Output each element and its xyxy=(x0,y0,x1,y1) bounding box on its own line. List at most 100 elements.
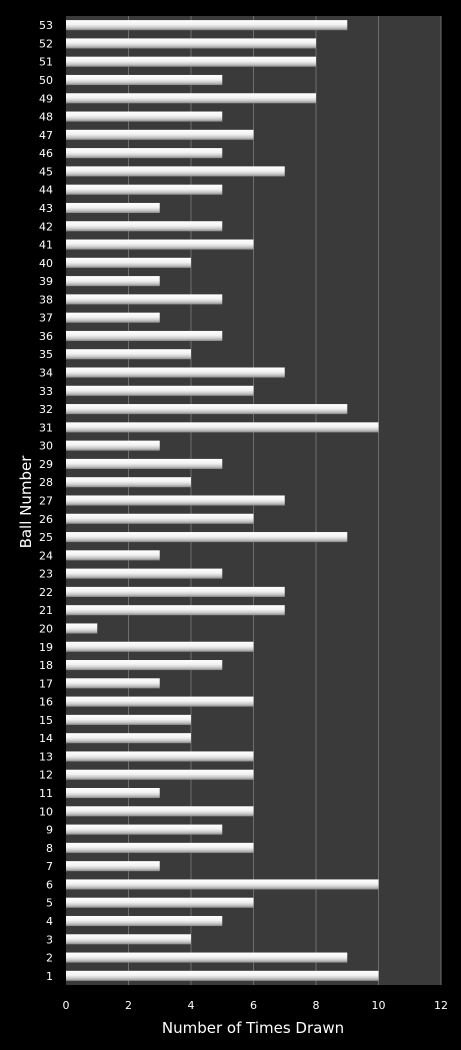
y-tick-label: 4 xyxy=(46,915,53,928)
x-axis-title: Number of Times Drawn xyxy=(162,1019,344,1037)
bar-ball-30 xyxy=(66,440,160,451)
y-tick-label: 27 xyxy=(39,495,53,508)
y-tick-label: 40 xyxy=(39,257,53,270)
y-tick-label: 16 xyxy=(39,696,53,709)
bar-ball-27 xyxy=(66,495,285,506)
y-tick-label: 42 xyxy=(39,220,53,233)
y-tick-label: 19 xyxy=(39,641,53,654)
y-axis-ticks: 1234567891011121314151617181920212223242… xyxy=(39,19,53,983)
x-tick-label: 12 xyxy=(434,999,448,1012)
bar-ball-46 xyxy=(66,148,223,159)
bar-ball-6 xyxy=(66,879,379,890)
y-tick-label: 12 xyxy=(39,769,53,782)
bar-ball-41 xyxy=(66,239,254,250)
bar-ball-33 xyxy=(66,385,254,396)
bar-ball-24 xyxy=(66,550,160,561)
x-tick-label: 6 xyxy=(250,999,257,1012)
bars xyxy=(66,20,379,981)
bar-ball-12 xyxy=(66,769,254,780)
y-tick-label: 6 xyxy=(46,878,53,891)
x-tick-label: 4 xyxy=(188,999,195,1012)
bar-ball-31 xyxy=(66,422,379,433)
y-axis-title: Ball Number xyxy=(17,455,35,549)
y-tick-label: 5 xyxy=(46,897,53,910)
bar-ball-38 xyxy=(66,294,223,305)
y-tick-label: 17 xyxy=(39,677,53,690)
bar-ball-29 xyxy=(66,458,223,469)
bar-ball-44 xyxy=(66,184,223,195)
bar-ball-51 xyxy=(66,56,316,67)
bar-ball-17 xyxy=(66,678,160,689)
y-tick-label: 37 xyxy=(39,312,53,325)
bar-ball-50 xyxy=(66,74,223,86)
bar-ball-53 xyxy=(66,20,348,31)
y-tick-label: 47 xyxy=(39,129,53,142)
bar-ball-7 xyxy=(66,861,160,872)
y-tick-label: 44 xyxy=(39,184,53,197)
bar-ball-37 xyxy=(66,312,160,323)
y-tick-label: 39 xyxy=(39,275,53,288)
y-tick-label: 45 xyxy=(39,165,53,178)
y-tick-label: 2 xyxy=(46,952,53,965)
y-tick-label: 35 xyxy=(39,348,53,361)
y-tick-label: 22 xyxy=(39,586,53,599)
y-tick-label: 30 xyxy=(39,440,53,453)
bar-ball-34 xyxy=(66,367,285,378)
bar-ball-42 xyxy=(66,221,223,232)
y-tick-label: 32 xyxy=(39,403,53,416)
y-tick-label: 9 xyxy=(46,824,53,837)
bar-ball-40 xyxy=(66,257,191,268)
bar-ball-23 xyxy=(66,568,223,579)
bar-ball-21 xyxy=(66,605,285,616)
y-tick-label: 52 xyxy=(39,37,53,50)
bar-ball-15 xyxy=(66,714,191,725)
y-tick-label: 21 xyxy=(39,604,53,617)
y-tick-label: 1 xyxy=(46,970,53,983)
bar-ball-47 xyxy=(66,129,254,140)
x-tick-label: 0 xyxy=(63,999,70,1012)
y-tick-label: 53 xyxy=(39,19,53,32)
bar-ball-9 xyxy=(66,824,223,835)
bar-ball-4 xyxy=(66,915,223,927)
bar-ball-3 xyxy=(66,934,191,945)
bar-ball-1 xyxy=(66,970,379,981)
bar-ball-22 xyxy=(66,586,285,597)
bar-ball-26 xyxy=(66,513,254,524)
y-tick-label: 10 xyxy=(39,805,53,818)
bar-ball-13 xyxy=(66,751,254,762)
y-tick-label: 48 xyxy=(39,111,53,124)
bar-ball-32 xyxy=(66,404,348,415)
bar-ball-8 xyxy=(66,842,254,853)
bar-ball-18 xyxy=(66,660,223,671)
y-tick-label: 50 xyxy=(39,74,53,87)
y-tick-label: 7 xyxy=(46,860,53,873)
y-tick-label: 3 xyxy=(46,933,53,946)
y-tick-label: 46 xyxy=(39,147,53,160)
x-tick-label: 8 xyxy=(313,999,320,1012)
bar-ball-11 xyxy=(66,788,160,799)
y-tick-label: 25 xyxy=(39,531,53,544)
bar-ball-28 xyxy=(66,477,191,488)
y-tick-label: 8 xyxy=(46,842,53,855)
y-tick-label: 51 xyxy=(39,56,53,69)
bar-ball-19 xyxy=(66,641,254,652)
y-tick-label: 15 xyxy=(39,714,53,727)
x-axis-ticks: 0 2 4 6 8 10 12 xyxy=(63,999,449,1012)
y-tick-label: 29 xyxy=(39,458,53,471)
bar-ball-35 xyxy=(66,349,191,360)
y-tick-label: 11 xyxy=(39,787,53,800)
bar-ball-39 xyxy=(66,276,160,287)
bar-ball-5 xyxy=(66,897,254,908)
y-tick-label: 41 xyxy=(39,239,53,252)
bar-ball-48 xyxy=(66,111,223,122)
y-tick-label: 49 xyxy=(39,92,53,105)
y-tick-label: 24 xyxy=(39,549,53,562)
bar-ball-14 xyxy=(66,733,191,744)
y-tick-label: 14 xyxy=(39,732,53,745)
bar-ball-36 xyxy=(66,330,223,341)
y-tick-label: 36 xyxy=(39,330,53,343)
y-tick-label: 26 xyxy=(39,513,53,526)
x-tick-label: 10 xyxy=(372,999,386,1012)
y-tick-label: 20 xyxy=(39,622,53,635)
bar-ball-45 xyxy=(66,166,285,177)
